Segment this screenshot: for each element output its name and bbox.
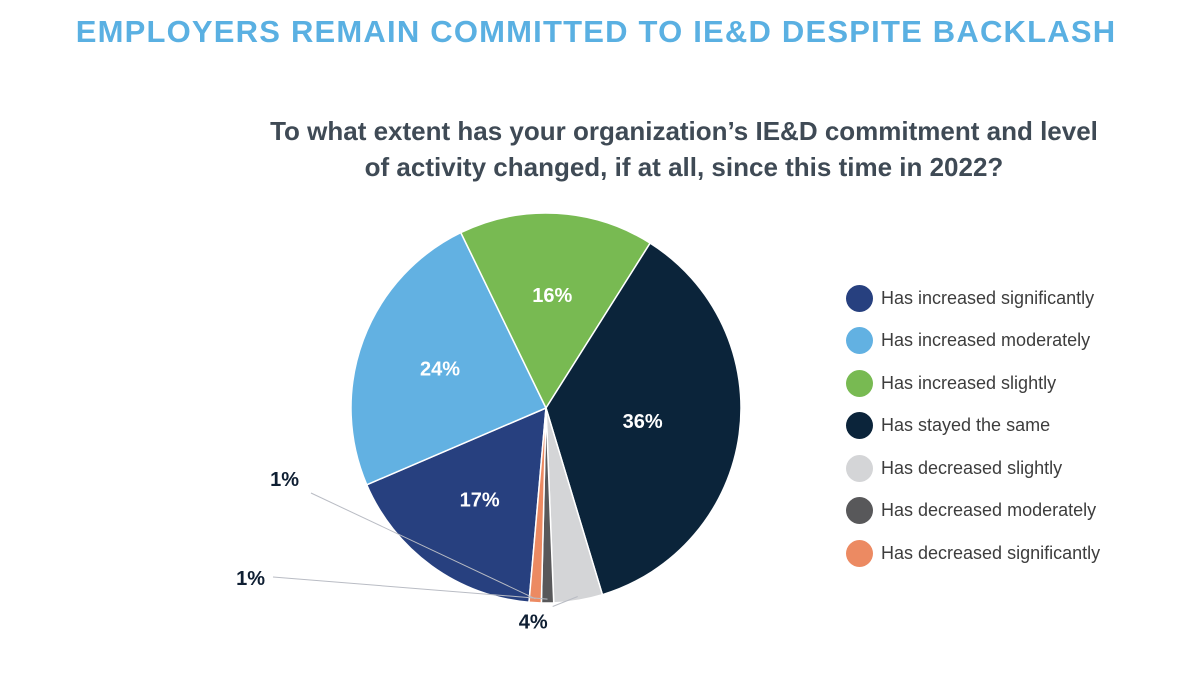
legend-swatch-decreased-slightly bbox=[846, 454, 873, 482]
legend-item-increased-moderately: Has increased moderately bbox=[846, 320, 1100, 363]
pie-slice-decreased-significantly bbox=[528, 407, 547, 604]
pie-label-decreased-slightly: 4% bbox=[519, 612, 548, 634]
legend-label-decreased-significantly: Has decreased significantly bbox=[881, 542, 1101, 563]
legend-item-stayed-the-same: Has stayed the same bbox=[846, 405, 1100, 448]
legend-item-decreased-slightly: Has decreased slightly bbox=[846, 447, 1100, 490]
legend-swatch-increased-significantly bbox=[846, 284, 873, 312]
legend-swatch-decreased-moderately bbox=[846, 497, 873, 525]
pie-slice-increased-slightly bbox=[459, 212, 652, 410]
legend-swatch-increased-slightly bbox=[846, 369, 873, 397]
pie-leader-decreased-significantly bbox=[310, 492, 536, 600]
pie-slice-increased-significantly bbox=[365, 406, 547, 604]
pie-leader-decreased-slightly bbox=[552, 596, 578, 607]
legend-item-increased-significantly: Has increased significantly bbox=[846, 277, 1100, 320]
pie-value-labels: 17% 24% 16% 36% 4% 1% 1% bbox=[236, 285, 663, 633]
legend-label-decreased-slightly: Has decreased slightly bbox=[881, 457, 1063, 478]
legend-item-decreased-significantly: Has decreased significantly bbox=[846, 532, 1100, 575]
chart-title: To what extent has your organization’s I… bbox=[200, 113, 1168, 185]
pie-label-decreased-significantly: 1% bbox=[270, 469, 299, 491]
legend-item-increased-slightly: Has increased slightly bbox=[846, 362, 1100, 405]
chart-title-line-1: To what extent has your organization’s I… bbox=[270, 116, 1098, 146]
chart-title-line-2: of activity changed, if at all, since th… bbox=[364, 152, 1004, 182]
pie-label-increased-moderately: 24% bbox=[420, 359, 460, 381]
legend-label-increased-moderately: Has increased moderately bbox=[881, 330, 1091, 351]
pie-label-stayed-the-same: 36% bbox=[623, 411, 663, 433]
legend-label-increased-significantly: Has increased significantly bbox=[881, 287, 1095, 308]
legend-label-increased-slightly: Has increased slightly bbox=[881, 372, 1057, 393]
pie-leader-decreased-moderately bbox=[272, 576, 548, 600]
pie-label-increased-slightly: 16% bbox=[532, 285, 572, 307]
chart-legend: Has increased significantly Has increase… bbox=[846, 277, 1100, 575]
legend-swatch-stayed-the-same bbox=[846, 412, 873, 440]
page-headline: EMPLOYERS REMAIN COMMITTED TO IE&D DESPI… bbox=[75, 14, 1117, 49]
pie-leader-lines bbox=[272, 492, 578, 607]
pie-slice-increased-moderately bbox=[350, 231, 548, 486]
legend-swatch-decreased-significantly bbox=[846, 539, 873, 567]
pie-label-decreased-moderately: 1% bbox=[236, 568, 265, 590]
pie-slice-stayed-the-same bbox=[545, 242, 742, 596]
legend-swatch-increased-moderately bbox=[846, 327, 873, 355]
legend-item-decreased-moderately: Has decreased moderately bbox=[846, 490, 1100, 533]
pie-label-increased-significantly: 17% bbox=[460, 490, 500, 512]
pie-slices bbox=[350, 212, 742, 604]
legend-label-stayed-the-same: Has stayed the same bbox=[881, 415, 1051, 436]
legend-label-decreased-moderately: Has decreased moderately bbox=[881, 500, 1097, 521]
